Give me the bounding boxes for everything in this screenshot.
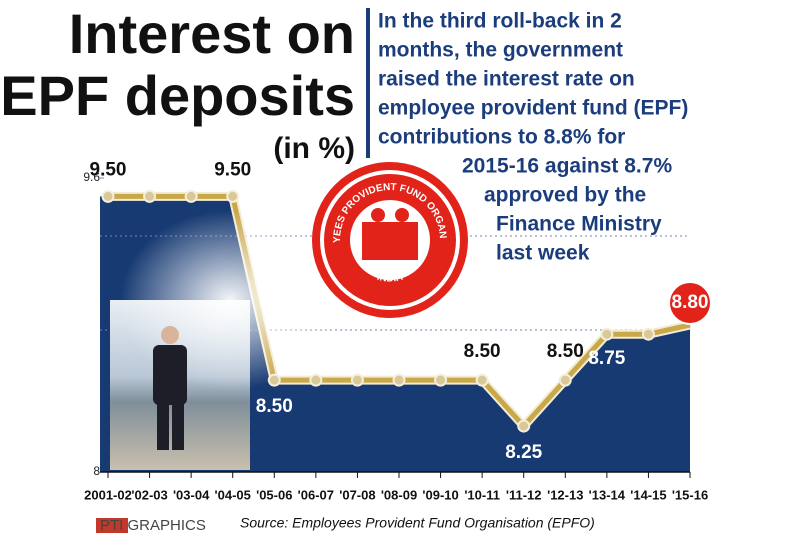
x-tick-label: '11-12 xyxy=(506,487,542,502)
x-tick-label: '03-04 xyxy=(173,487,210,502)
annotation-line: contributions to 8.8% for xyxy=(378,126,625,149)
x-tick-label: '05-06 xyxy=(256,487,292,502)
value-label: 8.25 xyxy=(505,442,542,463)
x-tick-label: '06-07 xyxy=(298,487,334,502)
x-tick-label: '15-16 xyxy=(672,487,708,502)
annotation-line: Finance Ministry xyxy=(496,213,662,236)
x-tick-label: 2001-02 xyxy=(84,487,132,502)
chart-title: EPF deposits xyxy=(0,64,355,127)
value-label: 8.50 xyxy=(547,341,584,362)
annotation-line: last week xyxy=(496,242,590,265)
value-label: 9.50 xyxy=(214,159,251,180)
divider xyxy=(366,8,370,158)
x-tick-label: '13-14 xyxy=(589,487,626,502)
photo xyxy=(110,210,340,470)
emblem-text: INDIA xyxy=(376,272,405,285)
point xyxy=(558,373,572,387)
point xyxy=(184,189,198,203)
credit-mark xyxy=(96,518,128,533)
y-tick-label: 8 xyxy=(93,464,100,478)
annotation-line: employee provident fund (EPF) xyxy=(378,97,688,120)
annotation-line: months, the government xyxy=(378,39,623,62)
x-tick-label: '08-09 xyxy=(381,487,417,502)
credit: PTI GRAPHICS xyxy=(100,517,206,533)
value-label: 8.80 xyxy=(672,292,709,313)
point xyxy=(475,373,489,387)
point xyxy=(143,189,157,203)
x-tick-label: '02-03 xyxy=(131,487,167,502)
annotation-line: approved by the xyxy=(484,184,646,207)
x-tick-label: '09-10 xyxy=(422,487,458,502)
y-tick-label: 9.6 xyxy=(83,170,100,184)
x-tick-label: '04-05 xyxy=(215,487,251,502)
point xyxy=(101,189,115,203)
source: Source: Employees Provident Fund Organis… xyxy=(240,515,595,531)
chart-title: Interest on xyxy=(69,2,355,65)
value-label: 9.50 xyxy=(90,159,127,180)
x-tick-label: '10-11 xyxy=(464,487,500,502)
x-tick-label: '12-13 xyxy=(547,487,583,502)
point xyxy=(350,373,364,387)
chart-subtitle: (in %) xyxy=(273,132,355,165)
svg-text:INDIA: INDIA xyxy=(376,272,405,285)
annotation-line: 2015-16 against 8.7% xyxy=(462,155,672,178)
point xyxy=(600,327,614,341)
annotation: In the third roll-back in 2 months, the g… xyxy=(378,10,688,265)
annotation-line: In the third roll-back in 2 xyxy=(378,10,622,33)
point xyxy=(517,419,531,433)
annotation-line: raised the interest rate on xyxy=(378,68,635,91)
point xyxy=(641,327,655,341)
point xyxy=(434,373,448,387)
value-label: 8.75 xyxy=(588,348,625,369)
value-label: 8.50 xyxy=(464,341,501,362)
x-tick-label: '07-08 xyxy=(339,487,375,502)
point xyxy=(226,189,240,203)
point xyxy=(392,373,406,387)
point xyxy=(309,373,323,387)
value-label: 8.50 xyxy=(256,396,293,417)
highlight-point xyxy=(668,281,712,325)
x-tick-label: '14-15 xyxy=(630,487,666,502)
